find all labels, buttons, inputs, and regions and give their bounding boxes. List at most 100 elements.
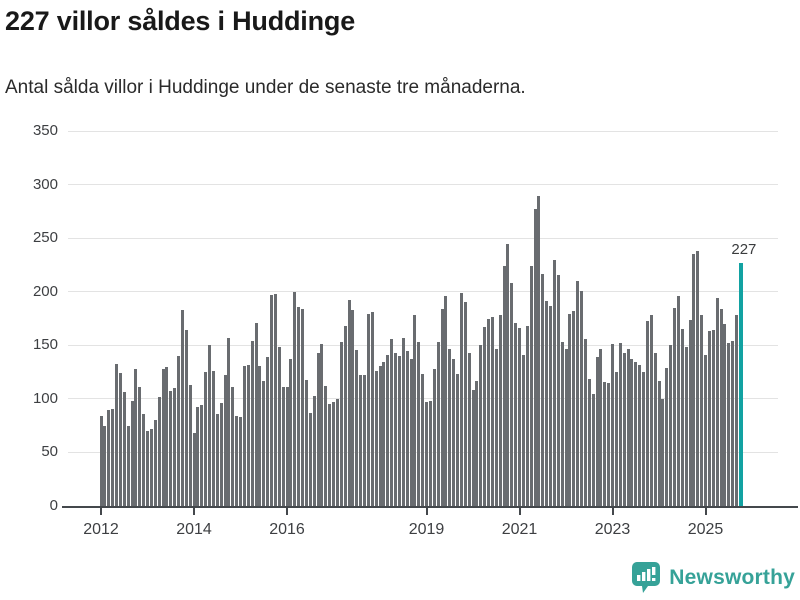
bar xyxy=(126,425,130,506)
bar xyxy=(529,266,533,506)
bar xyxy=(316,352,320,506)
bar xyxy=(258,365,262,506)
bar xyxy=(704,354,707,506)
bar xyxy=(432,368,436,506)
bar xyxy=(711,330,715,506)
bar xyxy=(200,405,204,506)
x-axis-tick xyxy=(425,508,428,515)
bar xyxy=(103,425,107,506)
bar xyxy=(246,364,250,506)
x-axis-line xyxy=(62,506,798,508)
bar xyxy=(343,326,347,506)
brand-footer[interactable]: Newsworthy xyxy=(631,561,795,594)
bar xyxy=(227,337,231,506)
bar xyxy=(378,365,382,506)
bar xyxy=(591,393,595,506)
bar xyxy=(715,298,719,506)
bar xyxy=(487,318,490,506)
bar xyxy=(188,384,192,506)
bar xyxy=(413,315,417,506)
bar xyxy=(122,392,126,506)
bar xyxy=(649,315,653,506)
bar xyxy=(293,291,297,506)
x-axis-tick-label: 2016 xyxy=(269,521,305,538)
bar xyxy=(157,396,161,506)
bar xyxy=(506,243,510,506)
bar xyxy=(510,283,514,506)
bar xyxy=(514,322,518,506)
bar xyxy=(502,266,506,506)
bar xyxy=(173,388,177,506)
x-axis-tick-label: 2014 xyxy=(176,521,212,538)
bar xyxy=(161,368,165,506)
bar xyxy=(351,309,355,506)
bar xyxy=(490,317,494,506)
bar xyxy=(347,300,351,506)
x-axis-tick xyxy=(518,508,521,515)
bar xyxy=(518,328,521,506)
bar xyxy=(549,305,552,506)
bar xyxy=(680,329,684,506)
bar xyxy=(332,402,335,506)
bar xyxy=(599,348,603,506)
bar xyxy=(401,337,405,506)
bar xyxy=(312,395,316,506)
bar xyxy=(494,348,498,506)
brand-name: Newsworthy xyxy=(669,565,795,589)
x-axis-tick xyxy=(193,508,195,515)
y-gridline xyxy=(68,130,778,132)
bar xyxy=(219,403,223,506)
bar xyxy=(153,420,157,506)
bar xyxy=(719,308,723,506)
bar xyxy=(146,431,149,506)
bar xyxy=(165,366,169,506)
bar xyxy=(328,404,332,506)
newsworthy-logo-icon xyxy=(631,561,661,594)
bar xyxy=(339,342,343,506)
bar xyxy=(254,322,258,506)
bar xyxy=(634,362,638,506)
bar xyxy=(215,413,219,506)
bar xyxy=(463,302,467,506)
bar xyxy=(669,345,673,506)
bar xyxy=(545,301,549,506)
bar xyxy=(564,348,568,506)
y-axis-tick-label: 50 xyxy=(41,443,58,461)
highlight-bar-current-value xyxy=(738,262,743,506)
bar xyxy=(394,352,397,506)
y-axis-tick-label: 350 xyxy=(32,122,58,139)
bar xyxy=(580,290,583,506)
bar xyxy=(355,349,359,506)
bar xyxy=(525,326,529,506)
current-value-label: 227 xyxy=(731,240,757,258)
bar xyxy=(568,314,572,506)
bar xyxy=(498,315,502,506)
bar xyxy=(374,371,378,506)
bar xyxy=(390,338,394,506)
bar xyxy=(301,308,304,506)
bar xyxy=(118,373,122,506)
bar xyxy=(324,386,328,506)
bar xyxy=(723,323,727,506)
bar xyxy=(696,251,700,506)
y-axis-tick-label: 250 xyxy=(32,229,58,247)
bar xyxy=(239,417,242,506)
bar xyxy=(448,348,452,506)
y-axis-tick-label: 100 xyxy=(32,389,58,407)
bar xyxy=(366,314,370,506)
bar xyxy=(335,398,339,506)
bar xyxy=(661,398,665,506)
y-axis-tick-label: 200 xyxy=(32,282,58,300)
x-axis-tick-label: 2021 xyxy=(501,521,538,538)
bar xyxy=(285,387,289,506)
bar xyxy=(235,416,239,506)
bar xyxy=(456,374,459,506)
y-axis-tick-label: 300 xyxy=(32,175,58,193)
y-gridline xyxy=(68,344,778,346)
bar xyxy=(475,380,479,506)
y-gridline xyxy=(68,237,778,239)
bar xyxy=(618,343,622,506)
y-axis-tick-label: 150 xyxy=(32,336,58,354)
bar xyxy=(727,343,731,506)
